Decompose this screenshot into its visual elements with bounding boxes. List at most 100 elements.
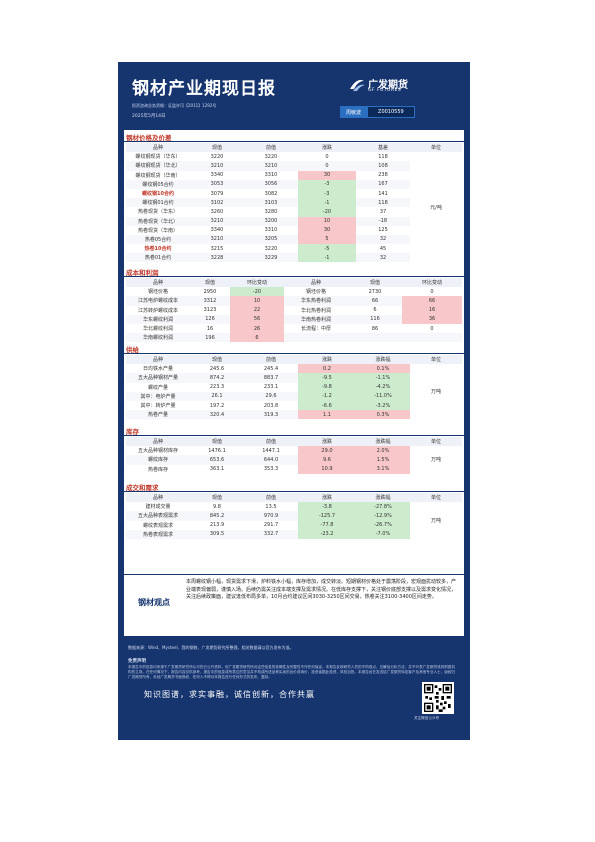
logo-name: 广发期货: [368, 80, 408, 91]
section-title-cost: 成本和利润: [126, 269, 159, 277]
table-cell: 332.7: [244, 529, 298, 539]
content-panel: 钢材价格及价差 品种 现值 前值 涨跌 基差 单位 螺纹钢现货（华东） 3220 3220 0 1…: [124, 130, 464, 606]
table-header-cell: 品种: [126, 278, 190, 288]
table-row: 螺纹钢01合约 3102 3103 -1 118: [126, 198, 462, 208]
table-header-cell: 品种: [284, 278, 348, 288]
table-cell: 26.1: [190, 391, 244, 401]
table-cell: 0: [325, 153, 329, 160]
table-cell: 9.8: [213, 503, 221, 510]
report-page: 钢材产业期现日报 投资咨询业务资格：证监许可【2011】1292号 2025年5…: [118, 62, 470, 740]
table-cell: 56: [230, 314, 284, 324]
qr-code-icon: [424, 684, 452, 712]
table-cell: 22: [230, 305, 284, 315]
data-source: 数据来源：Wind、Mysteel、我的钢铁、广发期货研究所整理，相关数据请以官…: [128, 645, 294, 650]
table-row: 华南螺纹利润 196 6: [126, 333, 462, 343]
table-cell: 10: [230, 296, 284, 306]
table-row: 日均铁水产量 245.6 245.4 0.2 0.1% 万吨: [126, 364, 462, 420]
table-cell: 32: [356, 234, 410, 245]
table-cell: -125.7: [298, 511, 356, 521]
table-cell: 3220: [264, 245, 278, 252]
supply-table: 品种 现值 前值 涨跌 涨跌幅 单位 日均铁水产量 245.6 245.4 0.2 0.1% 万吨五…: [126, 355, 462, 420]
table-cell: 233.1: [263, 384, 279, 391]
table-cell: -20: [230, 287, 284, 297]
table-cell: 2.0%: [356, 446, 410, 456]
section-title-trade: 成交和需求: [126, 484, 159, 492]
table-row: 江苏转炉螺纹成本 3123 22 华北热卷利润 6 16: [126, 305, 462, 315]
table-cell: 32: [356, 253, 410, 263]
table-cell: 245.4: [263, 365, 279, 372]
table-cell: 45: [379, 245, 387, 252]
table-cell: 6: [373, 307, 377, 314]
table-cell: 3082: [264, 190, 278, 197]
table-cell: 1.5%: [356, 455, 410, 465]
table-cell: 3310: [264, 227, 278, 234]
table-cell: 江苏转炉螺纹成本: [137, 307, 178, 314]
analyst-contact: 周敏波 Z0010559: [340, 106, 415, 118]
table-cell: 万吨: [410, 502, 462, 539]
table-cell: 13.5: [265, 503, 277, 510]
table-cell: -3.2%: [356, 400, 410, 411]
table-row: 热卷01合约 3228 3229 -1 32: [126, 253, 462, 263]
table-cell: 26: [230, 323, 284, 334]
table-cell: 10: [298, 216, 356, 226]
table-cell: 238: [378, 172, 388, 179]
table-cell: 华东热卷利润: [284, 296, 348, 306]
table-cell: 197.2: [209, 402, 225, 409]
table-cell: 3220: [210, 153, 224, 160]
analyst-id: Z0010559: [367, 106, 415, 118]
table-cell: -3: [298, 188, 356, 199]
table-cell: -3.8: [298, 502, 356, 512]
table-cell: 245.6: [209, 365, 225, 372]
table-cell: -1.2: [298, 391, 356, 401]
table-cell: 螺纹库存: [126, 455, 190, 465]
table-header-cell: 涨跌: [298, 143, 356, 153]
table-header-cell: 涨跌: [298, 355, 356, 365]
table-cell: -9.8: [298, 382, 356, 392]
table-header-cell: 单位: [410, 493, 462, 503]
table-cell: [402, 333, 462, 343]
table-cell: [284, 333, 348, 343]
table-cell: [348, 333, 402, 343]
table-cell: -9.5: [298, 373, 356, 383]
divider: [124, 491, 464, 492]
table-cell: 118: [356, 198, 410, 208]
view-text: 本周螺纹钢小幅，现货需求下滑，炉料铁水小幅，库存增加，成交转淡。短期钢材价格处于…: [186, 579, 457, 601]
table-cell: 37: [379, 208, 387, 215]
slogan: 知识图谱，求实事融，诚信创新，合作共赢: [144, 690, 315, 699]
table-cell: 1476.1: [208, 447, 226, 454]
table-header-cell: 前值: [244, 493, 298, 503]
table-cell: 热卷01合约: [126, 253, 190, 263]
table-cell: 华南热卷利润: [284, 314, 348, 324]
table-cell: -23.2: [298, 529, 356, 539]
table-row: 热卷库存 363.1 353.3 10.9 3.1%: [126, 464, 462, 474]
table-row: 钢坯价格 2950 -20 钢坯价格 2730 0: [126, 287, 462, 297]
table-cell: -20: [298, 207, 356, 217]
table-header-cell: 单位: [410, 437, 462, 447]
table-row: 热卷现货（华东） 3260 3280 -20 37: [126, 207, 462, 217]
table-cell: 203.8: [263, 402, 279, 409]
table-header-cell: 现值: [190, 437, 244, 447]
table-cell: 3210: [190, 161, 244, 171]
table-cell: -7.0%: [356, 529, 410, 539]
table-cell: 3200: [244, 216, 298, 226]
table-cell: 0: [430, 325, 434, 332]
table-cell: 0: [430, 288, 434, 295]
table-cell: 万吨: [410, 446, 462, 474]
table-row: 螺纹表观需求 213.9 291.7 -77.8 -26.7%: [126, 520, 462, 530]
table-cell: 845.2: [190, 511, 244, 521]
logo-mark-icon: [350, 80, 365, 91]
table-header-cell: 品种: [126, 437, 190, 447]
table-cell: 螺纹产量: [147, 384, 168, 391]
trade-table: 品种 现值 前值 涨跌 涨跌幅 单位 建材成交量 9.8 13.5 -3.8 -27.8% 万吨 五大…: [126, 493, 462, 539]
table-row: 五大品种表观需求 845.2 970.9 -125.7 -12.9%: [126, 511, 462, 521]
company-logo: 广发期货 GF FUTURES: [346, 76, 456, 96]
qr-code[interactable]: [422, 682, 454, 714]
table-header-cell: 现值: [190, 355, 244, 365]
table-cell: 3210: [244, 161, 298, 171]
table-row: 其中：电炉产量 26.1 29.6 -1.2 -11.0%: [126, 391, 462, 401]
table-row: 螺纹钢现货（华南） 3340 3310 30 238: [126, 170, 462, 180]
table-cell: 126: [190, 314, 230, 324]
table-cell: 3340: [210, 227, 224, 234]
table-cell: 653.6: [190, 455, 244, 465]
table-cell: 3210: [190, 216, 244, 226]
